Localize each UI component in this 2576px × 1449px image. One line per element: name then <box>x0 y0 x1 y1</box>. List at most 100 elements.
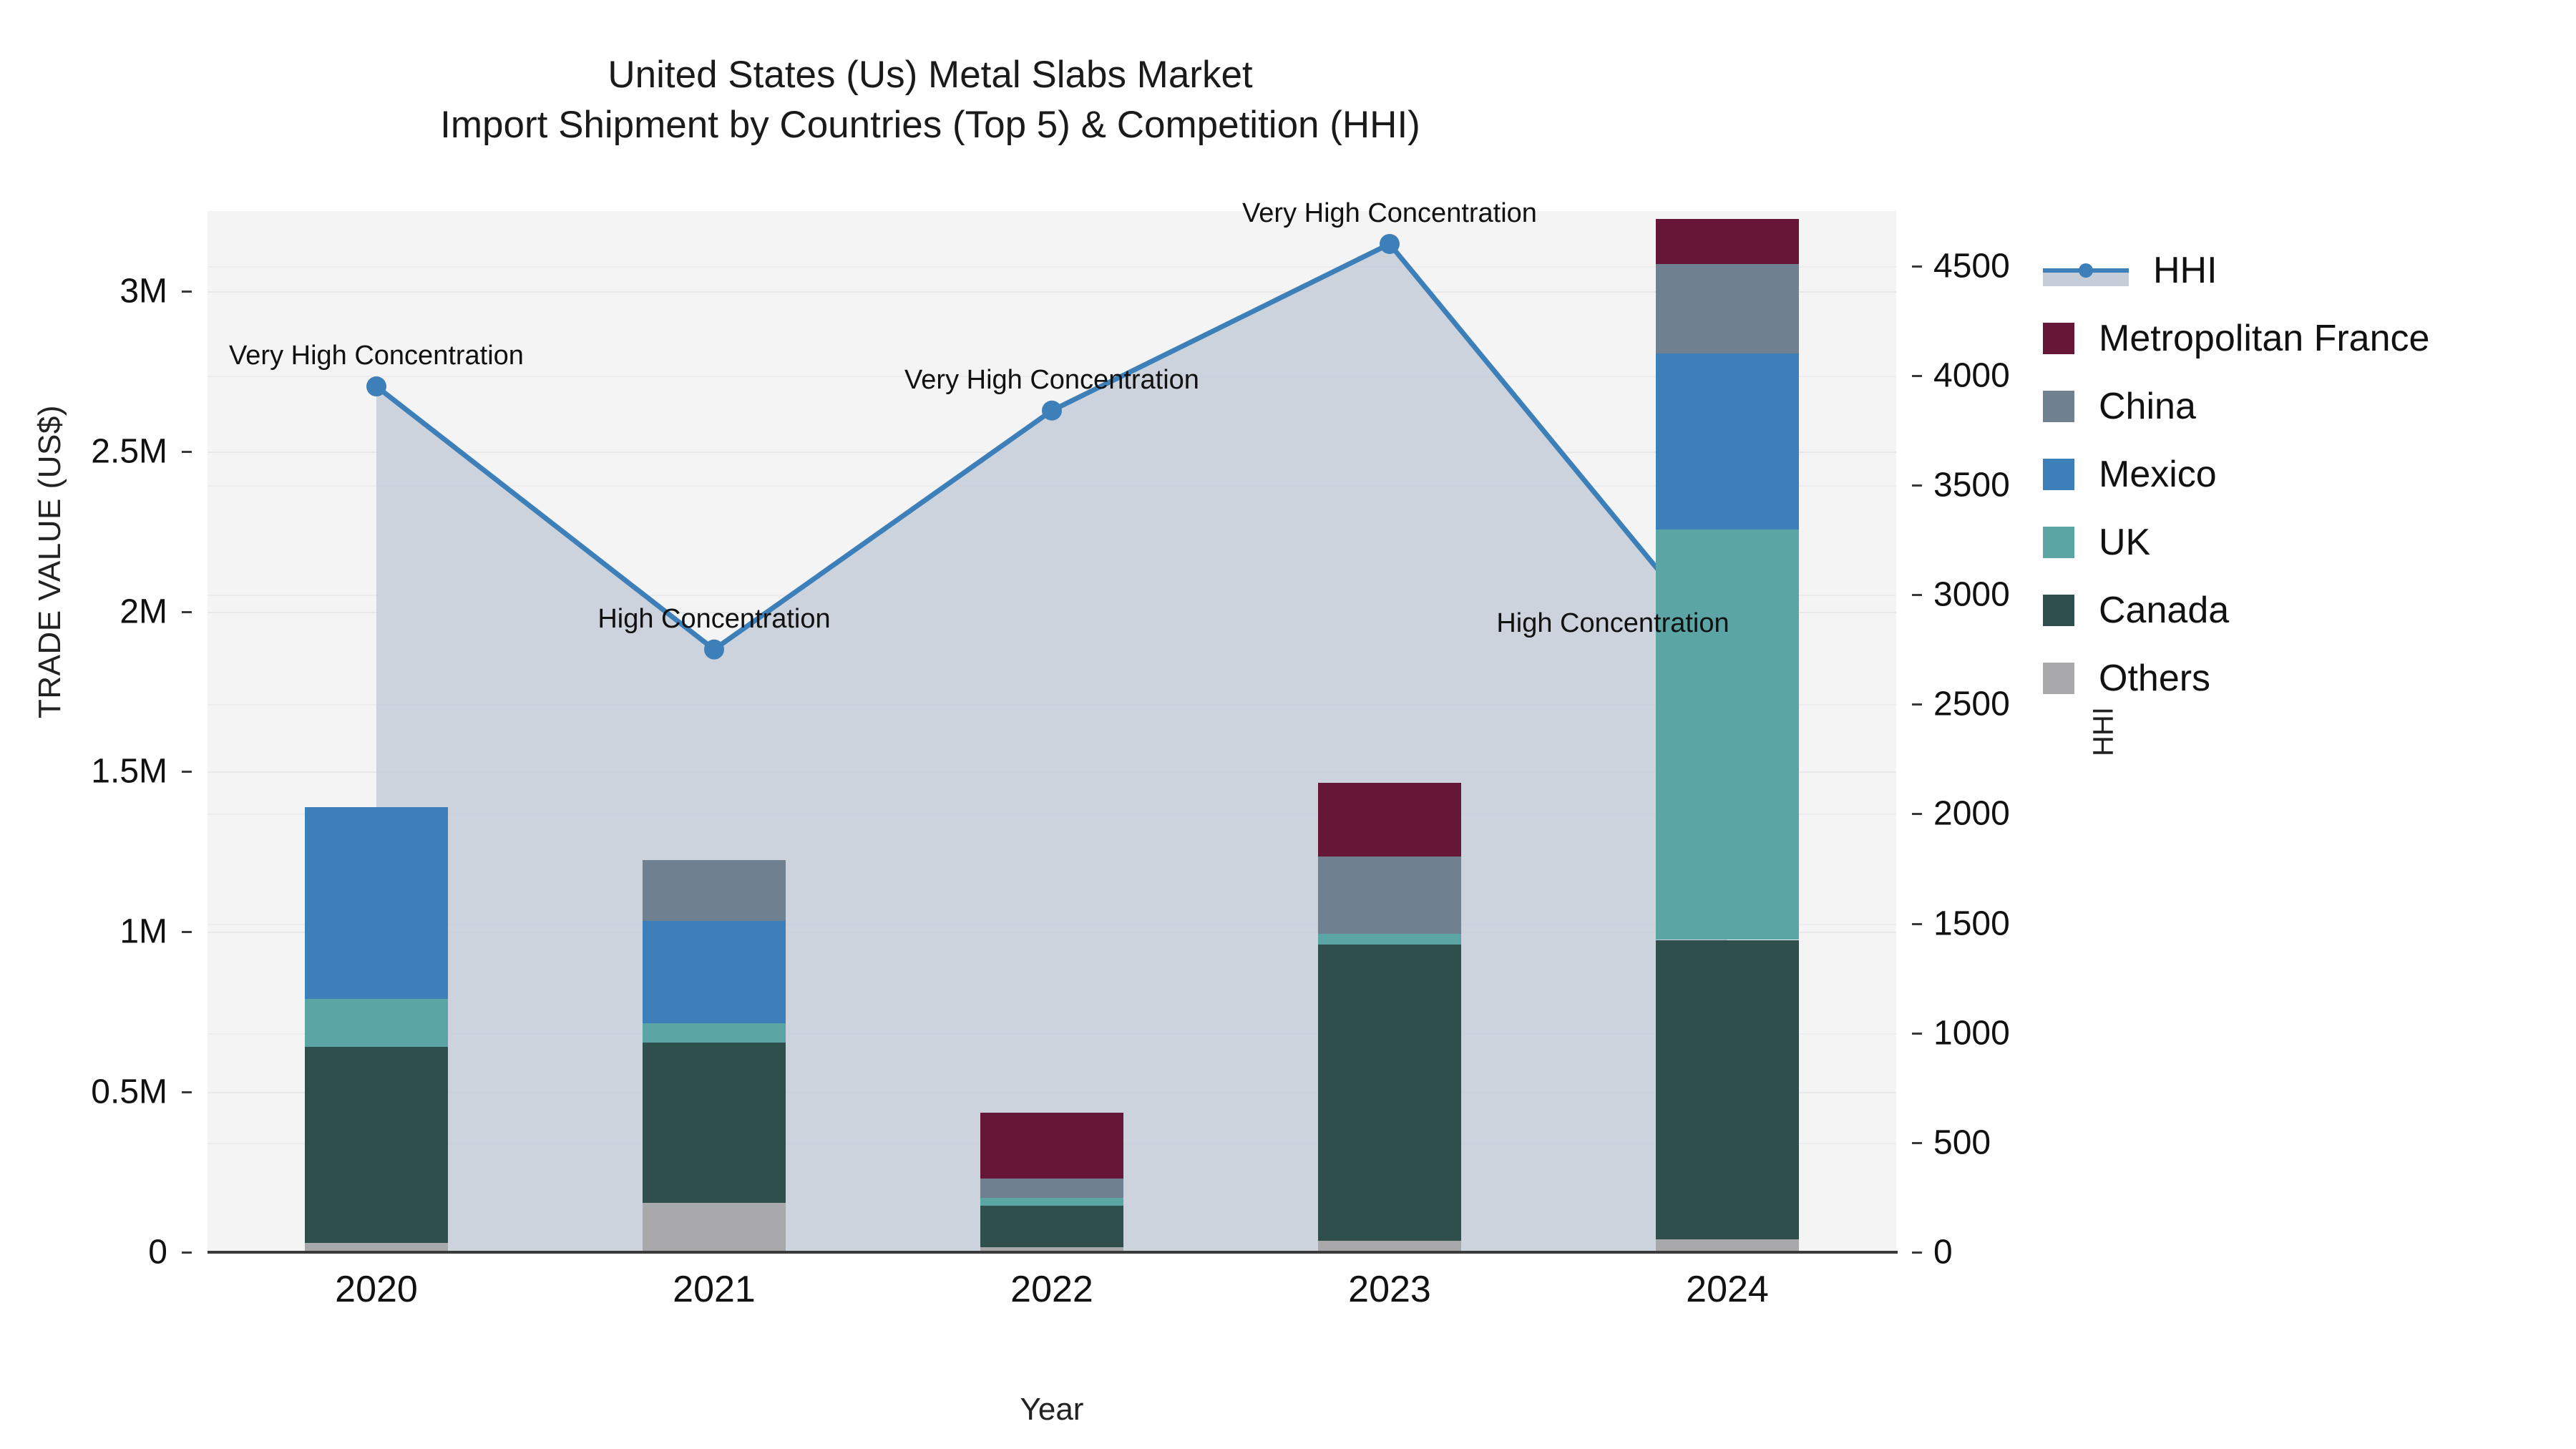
y-tick-left: 3M <box>119 272 167 311</box>
bar-segment-metropolitan-france[interactable] <box>1318 783 1461 857</box>
x-tick: 2024 <box>1686 1269 1769 1310</box>
y-tick-right: 1000 <box>1933 1014 2010 1053</box>
legend-label: HHI <box>2153 249 2218 291</box>
bar-segment-china[interactable] <box>643 859 786 921</box>
tick-mark <box>1912 374 1922 377</box>
gridline-minor <box>208 265 1896 268</box>
tick-mark <box>182 1252 192 1254</box>
tick-mark <box>182 290 192 293</box>
title-line-2: Import Shipment by Countries (Top 5) & C… <box>440 103 1420 146</box>
hhi-annotation-label: Very High Concentration <box>229 341 524 371</box>
bar-segment-canada[interactable] <box>643 1042 786 1203</box>
bar-segment-mexico[interactable] <box>305 806 448 1000</box>
tick-mark <box>1912 484 1922 487</box>
x-tick: 2021 <box>673 1269 756 1310</box>
bar-segment-others[interactable] <box>643 1202 786 1252</box>
tick-mark <box>1912 1032 1922 1035</box>
bar-segment-uk[interactable] <box>1656 530 1799 940</box>
y-axis-right: 0 500 1000 1500 2000 2500 3000 3500 4000 4500 <box>1912 0 2198 1449</box>
legend-label: UK <box>2099 521 2151 563</box>
y-tick-right: 2000 <box>1933 794 2010 833</box>
y-tick-left: 0.5M <box>91 1073 167 1111</box>
y-tick-left: 2M <box>119 592 167 631</box>
legend-swatch-icon <box>2043 594 2074 626</box>
legend-swatch-icon <box>2043 526 2074 558</box>
y-tick-left: 1M <box>119 912 167 951</box>
legend-line-marker-icon <box>2043 255 2129 286</box>
y-axis-left-title: TRADE VALUE (US$) <box>32 405 67 718</box>
legend-label: Metropolitan France <box>2099 317 2430 359</box>
bar-segment-canada[interactable] <box>1318 945 1461 1241</box>
hhi-point[interactable] <box>704 639 724 660</box>
y-tick-right: 3500 <box>1933 466 2010 504</box>
hhi-point[interactable] <box>1380 233 1400 254</box>
y-tick-right: 1500 <box>1933 904 2010 943</box>
bar-segment-metropolitan-france[interactable] <box>980 1113 1123 1179</box>
legend-swatch-icon <box>2043 458 2074 490</box>
legend-label: China <box>2099 385 2196 427</box>
legend-label: Canada <box>2099 589 2230 631</box>
hhi-annotation-label: Very High Concentration <box>1242 197 1537 228</box>
hhi-annotation-label: High Concentration <box>597 603 831 634</box>
bar-segment-canada[interactable] <box>305 1047 448 1243</box>
bar-segment-china[interactable] <box>1656 263 1799 354</box>
legend-item[interactable]: Metropolitan France <box>2043 304 2572 372</box>
legend-item[interactable]: UK <box>2043 508 2572 576</box>
legend-item[interactable]: HHI <box>2043 236 2572 304</box>
gridline-minor <box>208 375 1896 377</box>
tick-mark <box>182 610 192 613</box>
bar-segment-canada[interactable] <box>1656 940 1799 1240</box>
tick-mark <box>182 771 192 774</box>
y-tick-right: 4000 <box>1933 356 2010 395</box>
y-tick-left: 1.5M <box>91 752 167 791</box>
bar-segment-mexico[interactable] <box>1656 353 1799 530</box>
y-tick-left: 2.5M <box>91 432 167 471</box>
bar-segment-others[interactable] <box>305 1242 448 1252</box>
legend-item[interactable]: Others <box>2043 644 2572 712</box>
legend-item[interactable]: Canada <box>2043 576 2572 644</box>
tick-mark <box>1912 813 1922 816</box>
bar-segment-others[interactable] <box>1318 1241 1461 1252</box>
bar-segment-others[interactable] <box>1656 1239 1799 1252</box>
hhi-annotation-label: High Concentration <box>1496 608 1729 638</box>
y-tick-right: 2500 <box>1933 685 2010 723</box>
hhi-point[interactable] <box>1042 400 1062 421</box>
bar-segment-uk[interactable] <box>980 1197 1123 1206</box>
tick-mark <box>1912 703 1922 706</box>
legend-item[interactable]: Mexico <box>2043 440 2572 508</box>
title-line-1: United States (Us) Metal Slabs Market <box>608 54 1253 96</box>
gridline-major <box>208 291 1896 293</box>
page-title: United States (Us) Metal Slabs Market Im… <box>0 50 1860 150</box>
tick-mark <box>182 450 192 453</box>
tick-mark <box>1912 922 1922 925</box>
bar-segment-china[interactable] <box>1318 857 1461 934</box>
legend-item[interactable]: China <box>2043 372 2572 440</box>
legend-label: Others <box>2099 657 2211 699</box>
x-tick: 2023 <box>1348 1269 1431 1310</box>
y-tick-right: 3000 <box>1933 575 2010 614</box>
legend-swatch-icon <box>2043 322 2074 354</box>
tick-mark <box>1912 1141 1922 1144</box>
bar-segment-uk[interactable] <box>1318 933 1461 945</box>
x-axis-line <box>208 1251 1898 1254</box>
bar-segment-canada[interactable] <box>980 1206 1123 1248</box>
legend-swatch-icon <box>2043 390 2074 422</box>
bar-segment-uk[interactable] <box>643 1023 786 1043</box>
legend-swatch-icon <box>2043 662 2074 694</box>
tick-mark <box>1912 1252 1922 1254</box>
y-tick-right: 4500 <box>1933 247 2010 286</box>
bar-segment-mexico[interactable] <box>643 920 786 1023</box>
legend-label: Mexico <box>2099 453 2217 495</box>
hhi-annotation-label: Very High Concentration <box>904 364 1199 395</box>
bar-segment-china[interactable] <box>980 1179 1123 1198</box>
x-tick: 2020 <box>335 1269 418 1310</box>
y-axis-left: 0 0.5M 1M 1.5M 2M 2.5M 3M <box>0 0 192 1449</box>
x-tick: 2022 <box>1010 1269 1093 1310</box>
bar-segment-others[interactable] <box>980 1247 1123 1252</box>
bar-segment-uk[interactable] <box>305 999 448 1048</box>
hhi-point[interactable] <box>366 376 386 397</box>
tick-mark <box>182 1091 192 1094</box>
y-tick-left: 0 <box>148 1233 167 1272</box>
y-tick-right: 500 <box>1933 1123 1991 1162</box>
bar-segment-metropolitan-france[interactable] <box>1656 219 1799 264</box>
